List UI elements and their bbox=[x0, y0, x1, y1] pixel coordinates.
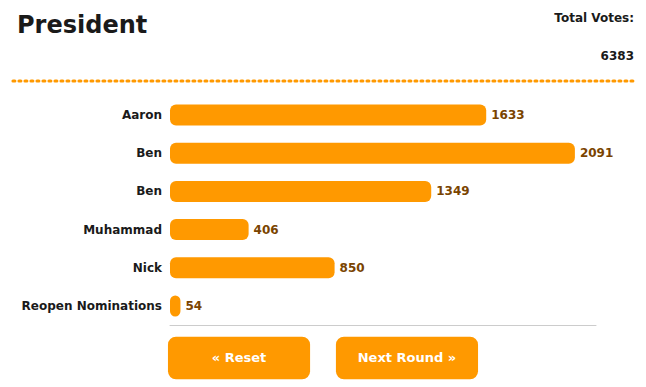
svg-text:2091: 2091 bbox=[580, 146, 613, 160]
svg-text:Aaron: Aaron bbox=[122, 108, 162, 122]
svg-text:1349: 1349 bbox=[436, 184, 469, 198]
svg-text:6383: 6383 bbox=[601, 49, 634, 63]
svg-text:Ben: Ben bbox=[136, 184, 162, 198]
svg-text:1633: 1633 bbox=[491, 108, 524, 122]
svg-text:President: President bbox=[17, 11, 147, 39]
svg-text:Ben: Ben bbox=[136, 146, 162, 160]
svg-text:850: 850 bbox=[340, 261, 365, 275]
svg-text:54: 54 bbox=[185, 299, 202, 313]
svg-text:Next Round »: Next Round » bbox=[358, 350, 457, 365]
svg-text:Nick: Nick bbox=[133, 261, 163, 275]
svg-text:Total Votes:: Total Votes: bbox=[554, 11, 634, 25]
svg-text:Muhammad: Muhammad bbox=[83, 223, 162, 237]
svg-text:Reopen Nominations: Reopen Nominations bbox=[22, 299, 162, 313]
svg-text:« Reset: « Reset bbox=[212, 350, 267, 365]
svg-text:406: 406 bbox=[254, 223, 279, 237]
